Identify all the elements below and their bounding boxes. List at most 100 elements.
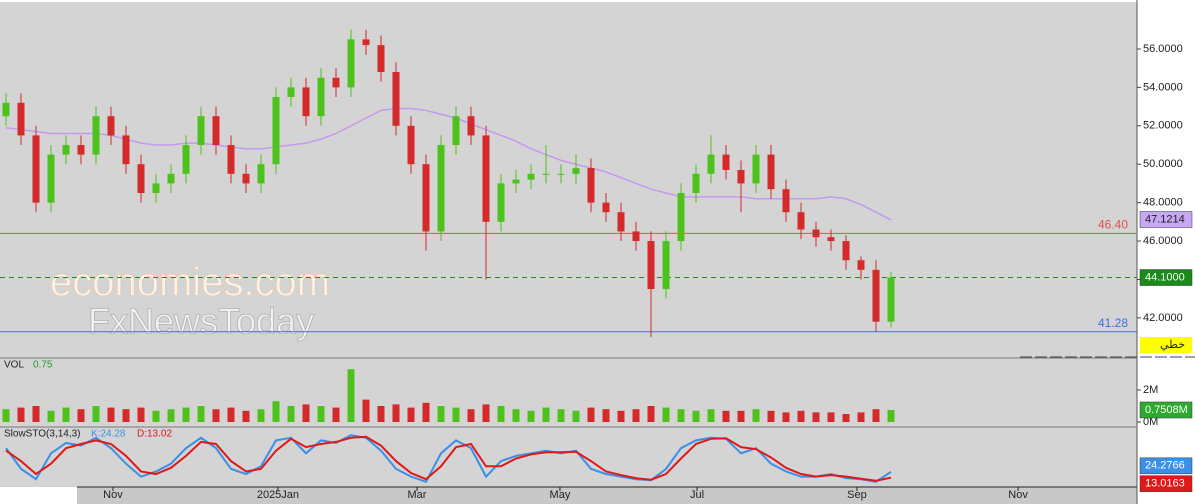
candle-body bbox=[32, 135, 40, 203]
volume-bar bbox=[77, 409, 85, 422]
last-badge bbox=[1139, 269, 1193, 286]
candle-body bbox=[287, 87, 295, 97]
last-badge-label: 44.1000 bbox=[1145, 271, 1185, 283]
candle-body bbox=[887, 277, 895, 322]
candle-body bbox=[467, 116, 475, 136]
candle-body bbox=[407, 125, 415, 165]
candle-body bbox=[512, 179, 520, 184]
candle-body bbox=[257, 164, 265, 184]
ma-badge bbox=[1139, 211, 1193, 228]
candle-body bbox=[347, 39, 355, 88]
candle-body bbox=[62, 145, 70, 155]
candle-body bbox=[527, 173, 535, 180]
candle-body bbox=[872, 269, 880, 322]
candle-body bbox=[782, 189, 790, 213]
volume-bar bbox=[407, 407, 415, 422]
volume-badge bbox=[1139, 401, 1193, 419]
candle-body bbox=[482, 135, 490, 222]
volume-bar bbox=[377, 406, 385, 422]
plot-area bbox=[0, 2, 1137, 487]
volume-bar bbox=[107, 407, 115, 422]
candle-body bbox=[647, 241, 655, 290]
y-tick-label: 52.0000 bbox=[1143, 120, 1183, 132]
volume-tick-label: 2M bbox=[1143, 384, 1158, 396]
volume-bar bbox=[707, 409, 715, 422]
volume-bar bbox=[497, 406, 505, 422]
level-label: 41.28 bbox=[1098, 316, 1128, 330]
candle-body bbox=[827, 237, 835, 242]
y-tick-label: 42.0000 bbox=[1143, 312, 1183, 324]
candle-body bbox=[212, 116, 220, 146]
candle-body bbox=[662, 241, 670, 290]
volume-bar bbox=[422, 402, 430, 422]
volume-bar bbox=[452, 407, 460, 422]
candle-body bbox=[497, 183, 505, 222]
volume-bar bbox=[677, 409, 685, 422]
y-tick-label: 50.0000 bbox=[1143, 158, 1183, 170]
candle-body bbox=[272, 96, 280, 165]
candle-body bbox=[392, 72, 400, 126]
candle-body bbox=[542, 173, 550, 175]
volume-bar bbox=[167, 409, 175, 422]
volume-bar bbox=[152, 410, 160, 422]
tag-label: خطي bbox=[1160, 339, 1185, 351]
volume-bar bbox=[602, 409, 610, 422]
x-tick-label: Jul bbox=[690, 489, 704, 501]
candle-body bbox=[767, 154, 775, 190]
candle-body bbox=[2, 102, 10, 117]
level-label: 46.40 bbox=[1098, 218, 1128, 232]
volume-bar bbox=[872, 409, 880, 422]
volume-bar bbox=[632, 409, 640, 422]
candle-body bbox=[737, 169, 745, 184]
volume-bar bbox=[302, 404, 310, 422]
volume-bar bbox=[842, 414, 850, 422]
candle-body bbox=[152, 183, 160, 194]
volume-bar bbox=[242, 410, 250, 422]
volume-bar bbox=[362, 399, 370, 422]
candle-body bbox=[92, 116, 100, 155]
volume-bar bbox=[557, 409, 565, 422]
watermark: economies.com bbox=[50, 261, 330, 305]
volume-bar bbox=[722, 410, 730, 422]
volume-bar bbox=[197, 406, 205, 422]
candle-body bbox=[227, 145, 235, 174]
volume-bar bbox=[347, 369, 355, 422]
volume-bar bbox=[2, 409, 10, 422]
candle-body bbox=[167, 173, 175, 184]
candle-body bbox=[677, 193, 685, 242]
candle-body bbox=[377, 45, 385, 73]
candle-body bbox=[842, 241, 850, 261]
volume-bar bbox=[92, 406, 100, 422]
tag-badge bbox=[1140, 337, 1192, 353]
volume-bar bbox=[317, 406, 325, 422]
candle-body bbox=[437, 145, 445, 232]
volume-bar bbox=[392, 404, 400, 422]
volume-bar bbox=[572, 410, 580, 422]
candle-body bbox=[362, 39, 370, 46]
candle-body bbox=[722, 154, 730, 170]
x-tick-label: Nov bbox=[103, 489, 123, 501]
x-tick-label: Mar bbox=[408, 489, 427, 501]
volume-bar bbox=[137, 407, 145, 422]
volume-bar bbox=[257, 409, 265, 422]
candle-body bbox=[602, 202, 610, 213]
volume-bar bbox=[212, 409, 220, 422]
volume-bar bbox=[887, 409, 895, 422]
volume-bar bbox=[482, 404, 490, 422]
moving-average bbox=[5, 107, 892, 221]
volume-bar bbox=[857, 412, 865, 422]
volume-bar bbox=[752, 409, 760, 422]
volume-bar bbox=[617, 410, 625, 422]
candle-body bbox=[137, 164, 145, 194]
k-badge bbox=[1139, 457, 1193, 475]
x-tick-label: May bbox=[550, 489, 571, 501]
candle-body bbox=[242, 173, 250, 184]
volume-bar bbox=[32, 406, 40, 422]
x-tick-label: 2025Jan bbox=[257, 489, 299, 501]
candle-body bbox=[122, 135, 130, 165]
y-tick-label: 48.0000 bbox=[1143, 197, 1183, 209]
volume-bar bbox=[272, 401, 280, 422]
candle-body bbox=[197, 116, 205, 146]
volume-bar bbox=[527, 410, 535, 422]
